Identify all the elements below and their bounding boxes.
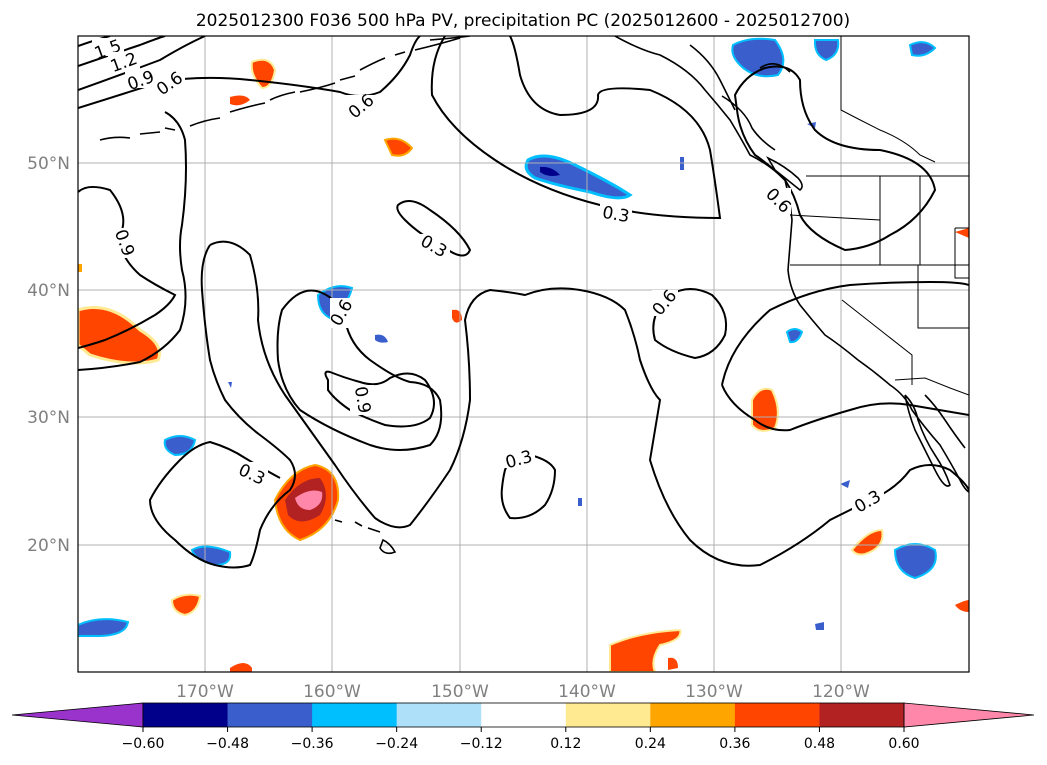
precip-negative-area: [78, 618, 130, 637]
colorbar-segment: [227, 703, 313, 727]
precip-negative-area: [840, 480, 850, 488]
colorbar-tick-label: 0.36: [719, 736, 750, 752]
precip-positive-area: [383, 137, 414, 157]
pv-contour-0.3-small: [396, 200, 472, 257]
colorbar-tick-label: −0.24: [375, 736, 418, 752]
precip-negative-area: [813, 39, 840, 62]
mexico-border: [894, 377, 969, 396]
colorbar-extend-min: [11, 702, 144, 728]
colorbar-segment: [650, 703, 736, 727]
precip-negative-area: [893, 543, 937, 580]
baja-california: [904, 394, 951, 487]
precip-negative-area: [375, 334, 388, 343]
precip-positive-area: [751, 387, 779, 432]
precip-positive-area: [668, 657, 678, 670]
pv-contour-0.3-east-ring: [721, 280, 969, 432]
precip-negative-area: [578, 498, 582, 506]
colorbar-extend-max: [903, 702, 1035, 728]
hawaii-islands: [334, 519, 397, 555]
state-border: [841, 299, 913, 385]
north-america-coast: [614, 36, 969, 493]
lat-label: 40°N: [27, 281, 70, 301]
map-border: [77, 35, 970, 673]
precip-negative-area: [785, 328, 804, 344]
precip-negative-area: [908, 41, 937, 57]
state-border: [879, 176, 921, 265]
gulf-coast-mainland: [924, 394, 966, 449]
precip-positive-area: [78, 306, 161, 365]
lon-label: 160°W: [303, 682, 361, 702]
colorbar-segment: [819, 703, 905, 727]
colorbar-segment: [565, 703, 651, 727]
alaska-canada-border: [840, 36, 936, 163]
colorbar-tick-label: 0.24: [635, 736, 666, 752]
colorbar-tick-label: −0.48: [206, 736, 249, 752]
precip-negative-area: [815, 622, 824, 630]
latitude-labels: 50°N 40°N 30°N 20°N: [27, 154, 70, 556]
colorbar-segment: [481, 703, 567, 727]
precip-positive-area: [609, 628, 682, 672]
pv-contour-0.3-central: [209, 240, 969, 567]
lon-label: 130°W: [685, 682, 743, 702]
contour-label: 0.9: [350, 385, 374, 415]
coast-detail: [759, 63, 791, 73]
colorbar-tick-label: 0.48: [804, 736, 835, 752]
lon-label: 140°W: [558, 682, 616, 702]
lon-label: 120°W: [812, 682, 870, 702]
pv-contour-0.3-northeast: [430, 36, 722, 220]
precip-positive-area: [955, 600, 969, 612]
colorbar-segment: [312, 703, 398, 727]
colorbar-segment: [143, 703, 229, 727]
precip-positive-area: [955, 228, 969, 238]
precip-positive-area: [295, 490, 323, 510]
pv-contour-1.2: [78, 36, 166, 67]
pv-contour-0.9: [78, 36, 206, 91]
pv-contour-0.6-bc: [733, 65, 937, 252]
precip-positive-area: [850, 528, 884, 556]
longitude-labels: 170°W 160°W 150°W 140°W 130°W 120°W: [176, 682, 870, 702]
lat-label: 30°N: [27, 408, 70, 428]
pv-contour-0.9-west: [78, 186, 177, 349]
colorbar-tick-label: −0.36: [291, 736, 334, 752]
lon-label: 170°W: [176, 682, 234, 702]
colorbar-segment: [734, 703, 820, 727]
lon-label: 150°W: [431, 682, 489, 702]
map-frame: [78, 36, 969, 672]
precip-positive-area: [170, 593, 202, 617]
precip-positive-area: [78, 264, 82, 272]
map-title: 2025012300 F036 500 hPa PV, precipitatio…: [196, 11, 850, 31]
lat-label: 20°N: [27, 536, 70, 556]
lat-label: 50°N: [27, 154, 70, 174]
precip-negative-area: [540, 166, 560, 176]
vancouver-island: [766, 156, 803, 192]
colorbar-segment: [396, 703, 482, 727]
pv-contour-0.6-west: [78, 111, 187, 371]
colorbar-tick-label: −0.60: [122, 736, 165, 752]
colorbar-outline: [142, 702, 905, 728]
colorbar-tick-label: −0.12: [460, 736, 503, 752]
pv-contour-0.3-central-left: [148, 244, 296, 569]
country-state-borders: [789, 36, 969, 396]
contour-label: 0.3: [601, 203, 631, 227]
colorbar-tick-label: 0.60: [888, 736, 919, 752]
precip-positive-area: [230, 663, 252, 672]
precip-negative-area: [228, 382, 232, 388]
colorbar-tick-label: 0.12: [550, 736, 581, 752]
colorbar: −0.60 −0.48 −0.36 −0.24 −0.12 0.12 0.24 0.36 0.4…: [11, 702, 1035, 752]
precip-positive-areas: [78, 58, 969, 672]
precip-positive-area: [230, 95, 250, 106]
coast-detail: [721, 95, 776, 151]
